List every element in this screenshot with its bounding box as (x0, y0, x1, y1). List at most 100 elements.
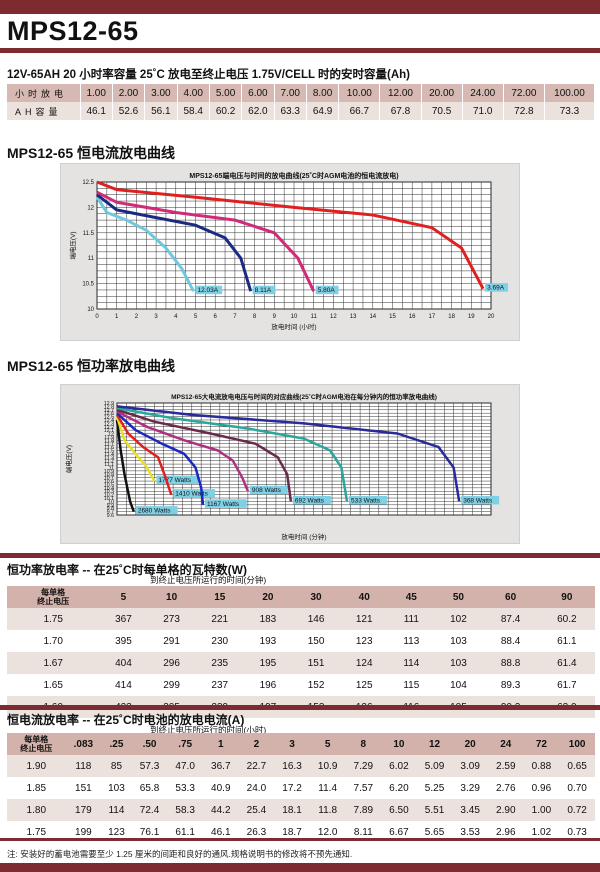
capacity-hours-cell: 4.00 (177, 84, 210, 102)
series-label-bg (135, 506, 178, 515)
table-cell: 0.65 (559, 755, 595, 777)
x-tick-label: 8 (253, 314, 257, 320)
chart-title: MPS12-65大电流放电电压与时间的对应曲线(25˚C时AGM电池在每分钟内的… (171, 392, 437, 401)
capacity-hours-cell: 100.00 (544, 84, 596, 102)
column-header: 24 (487, 733, 524, 755)
column-header: 72 (523, 733, 560, 755)
column-header: 5 (99, 586, 148, 608)
capacity-hours-cell: 12.00 (379, 84, 422, 102)
column-header: 2 (238, 733, 275, 755)
table-cell: 3.45 (452, 799, 488, 821)
capacity-heading: 12V-65AH 20 小时率容量 25˚C 放电至终止电压 1.75V/CEL… (7, 69, 410, 81)
table-cell: 115 (388, 674, 435, 696)
series-label-bg (249, 485, 288, 495)
series-label-bg (252, 285, 276, 295)
series-label: 3.69A (487, 285, 505, 292)
x-tick-label: 6 (214, 314, 218, 320)
capacity-ah-cell: 63.3 (274, 102, 307, 120)
x-tick-label: 20 (488, 314, 495, 320)
y-tick-label: 11.9 (104, 435, 114, 441)
table-cell: 146 (291, 608, 341, 630)
y-tick-label: 9.8 (107, 506, 114, 512)
table-cell: 103 (101, 777, 132, 799)
series-line (116, 405, 461, 502)
x-tick-label: 14 (369, 314, 376, 320)
y-axis-label: 端电压(V) (64, 445, 73, 473)
table-cell: 195 (243, 652, 292, 674)
y-tick-label: 11.7 (104, 442, 114, 448)
capacity-hours-cell: 24.00 (462, 84, 504, 102)
cc-discharge-chart: MPS12-65端电压与时间的放电曲线(25˚C时AGM电池的恒电流放电) 10 1… (68, 171, 508, 331)
column-header: 40 (340, 586, 389, 608)
table-cell: 199 (65, 821, 102, 843)
capacity-hours-cell: 2.00 (112, 84, 146, 102)
table-row: 1.90 118 85 57.3 47.0 36.7 22.7 16.3 10.9 7.29 6.0… (7, 755, 595, 777)
column-header: 20 (452, 733, 488, 755)
table-cell: 2.59 (487, 755, 524, 777)
series-label: 12.03A (198, 287, 219, 294)
table-cell: 367 (99, 608, 148, 630)
table-cell: 121 (340, 608, 389, 630)
series-line (96, 190, 316, 292)
x-tick-label: 12 (330, 314, 337, 320)
row-voltage-cell: 1.67 (7, 652, 100, 674)
series-label-bg (205, 499, 247, 508)
series-line (96, 193, 253, 292)
y-tick-label: 11.8 (104, 438, 114, 444)
table-cell: 0.96 (523, 777, 560, 799)
table-cell: 5.51 (416, 799, 453, 821)
capacity-hours-cell: 20.00 (421, 84, 463, 102)
table-cell: 2.76 (487, 777, 524, 799)
table-cell: 65.8 (131, 777, 168, 799)
x-tick-label: 9 (273, 314, 277, 320)
table-row: 1.75 367 273 221 183 146 121 111 102 87.4 60.2 (7, 608, 595, 630)
table-cell: 0.72 (559, 799, 595, 821)
table-cell: 193 (243, 630, 292, 652)
table-cell: 103 (434, 630, 483, 652)
table-row: 1.80 179 114 72.4 58.3 44.2 25.4 18.1 11.8 7.89 6.… (7, 799, 595, 821)
capacity-ah-label: AH容量 (7, 102, 81, 120)
y-tick-label: 9.7 (107, 510, 114, 516)
footnote: 注: 安装好的蓄电池需要至少 1.25 厘米的间距和良好的通风.规格说明书的修改… (7, 849, 353, 859)
table-cell: 61.1 (167, 821, 203, 843)
table-cell: 58.3 (167, 799, 203, 821)
capacity-ah-cell: 60.2 (209, 102, 243, 120)
row-voltage-cell: 1.90 (7, 755, 66, 777)
table-cell: 36.7 (202, 755, 239, 777)
row-voltage-cell: 1.80 (7, 799, 66, 821)
table-row: 1.75 199 123 76.1 61.1 46.1 26.3 18.7 12.0 8.11 6.… (7, 821, 595, 843)
capacity-ah-cell: 56.1 (144, 102, 178, 120)
table-cell: 61.1 (538, 630, 595, 652)
y-tick-label: 12.9 (104, 401, 114, 407)
x-tick-label: 4 (174, 314, 178, 320)
corner-header: 每单格 终止电压 (7, 733, 66, 755)
y-tick-label: 10.5 (104, 482, 114, 488)
table-cell: 0.73 (559, 821, 595, 843)
cc-table-heading: 恒电流放电率 -- 在25˚C时电池的放电电流(A) (7, 713, 245, 727)
y-tick-label: 11 (88, 256, 95, 262)
x-tick-label: 10 (291, 314, 298, 320)
series-line (116, 410, 250, 492)
title-rule (0, 48, 600, 53)
chart-title: MPS12-65端电压与时间的放电曲线(25˚C时AGM电池的恒电流放电) (189, 171, 398, 180)
y-tick-label: 10.1 (104, 496, 114, 502)
x-tick-label: 7 (233, 314, 237, 320)
series-line (95, 196, 195, 292)
table-cell: 61.4 (538, 652, 595, 674)
y-tick-label: 10.6 (104, 479, 114, 485)
table-cell: 237 (195, 674, 244, 696)
table-cell: 104 (434, 674, 483, 696)
table-cell: 123 (101, 821, 132, 843)
table-header-row: 每单格 终止电压 5 10 15 20 30 40 45 50 60 90 (7, 586, 595, 608)
table-cell: 124 (340, 652, 389, 674)
x-tick-label: 3 (154, 314, 158, 320)
table-cell: 72.4 (131, 799, 168, 821)
y-tick-label: 11.2 (104, 459, 114, 465)
y-tick-label: 11 (109, 465, 114, 471)
section-rule-2 (0, 705, 600, 710)
table-cell: 151 (65, 777, 102, 799)
bottom-rule (0, 838, 600, 841)
series-label: 692 Watts (295, 497, 325, 504)
table-cell: 102 (434, 608, 483, 630)
column-header: .50 (131, 733, 168, 755)
